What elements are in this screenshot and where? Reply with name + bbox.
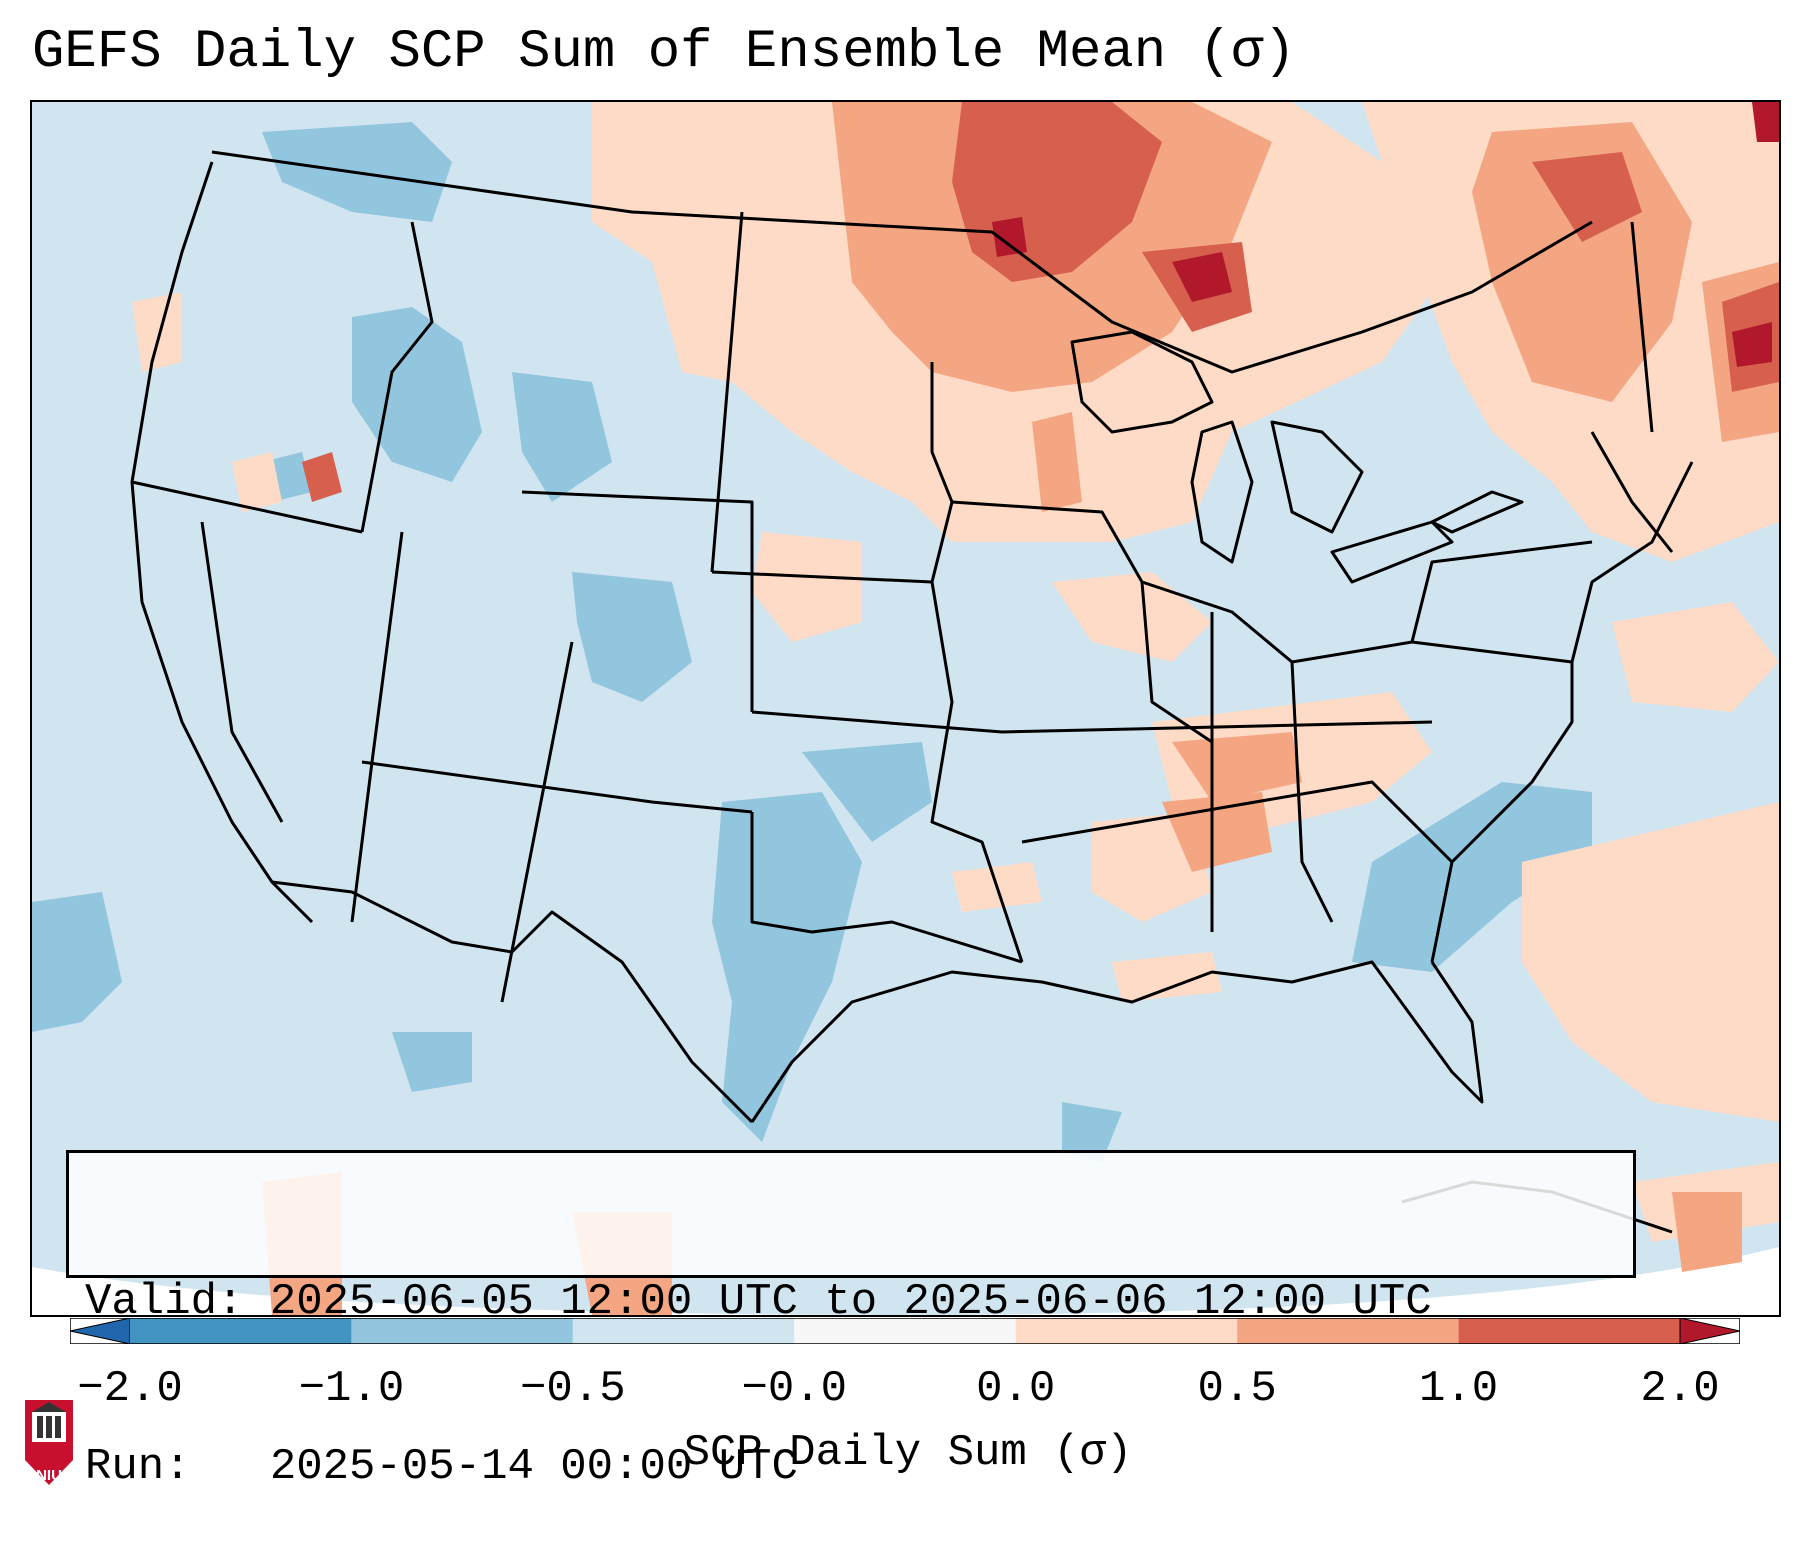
- colorbar-tick-label: −0.5: [520, 1364, 626, 1414]
- extreme-positive-pockets: [992, 102, 1779, 367]
- scp-anomaly-map: [32, 102, 1779, 1315]
- state-and-coast-outlines: [130, 150, 1694, 1124]
- colorbar-tick-label: 2.0: [1640, 1364, 1720, 1414]
- colorbar-segment: [130, 1318, 352, 1344]
- colorbar-segment: [1237, 1318, 1459, 1344]
- map-panel: [30, 100, 1781, 1317]
- run-time-line: Run: 2025-05-14 00:00 UTC: [85, 1442, 798, 1492]
- niu-logo: NIU: [20, 1390, 78, 1490]
- colorbar-segment: [794, 1318, 1016, 1344]
- colorbar-over-extension: [1679, 1318, 1740, 1344]
- map-title: GEFS Daily SCP Sum of Ensemble Mean (σ): [32, 22, 1296, 83]
- colorbar-tick-label: −0.0: [741, 1364, 848, 1414]
- colorbar-tick-label: 1.0: [1418, 1364, 1499, 1414]
- colorbar-tick-label: 0.5: [1197, 1364, 1277, 1414]
- colorbar-label: SCP Daily Sum (σ): [683, 1428, 1133, 1478]
- colorbar-tick-label: 0.0: [976, 1364, 1056, 1414]
- logo-text: NIU: [36, 1467, 62, 1484]
- colorbar-segment: [1458, 1318, 1680, 1344]
- niu-logo-icon: [25, 1400, 73, 1485]
- colorbar-segment: [1015, 1318, 1238, 1344]
- colorbar-tick-label: −1.0: [298, 1364, 405, 1414]
- colorbar-segment: [572, 1318, 795, 1344]
- colorbar-under-extension: [70, 1318, 131, 1344]
- colorbar-segment: [351, 1318, 573, 1344]
- colorbar: [70, 1318, 1740, 1344]
- valid-run-info-box: Valid: 2025-06-05 12:00 UTC to 2025-06-0…: [66, 1150, 1636, 1492]
- colorbar-tick-label: −2.0: [77, 1364, 183, 1414]
